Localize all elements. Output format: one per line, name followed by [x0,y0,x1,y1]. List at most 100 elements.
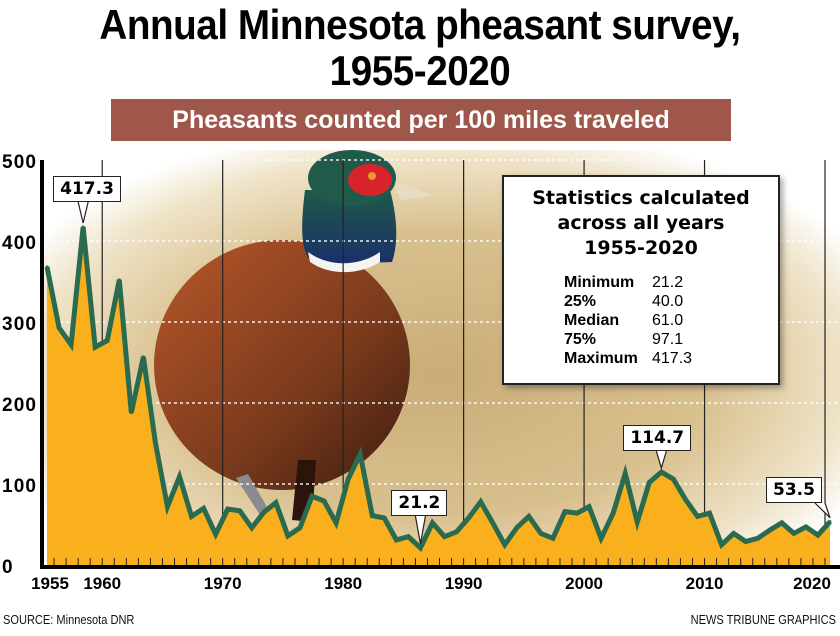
data-point-1962 [129,411,133,415]
data-point-1984 [394,538,398,542]
data-points [45,225,832,550]
y-tick-label: 200 [2,395,36,416]
data-point-1956 [57,326,61,330]
y-tick-labels: 0 100 200 300 400 500 [2,152,36,578]
data-point-1966 [178,475,182,479]
data-point-1965 [165,505,169,509]
callout-pointer [414,515,427,544]
data-point-2005 [647,480,651,484]
data-point-1999 [575,511,579,515]
callout-2020: 53.5 [766,477,822,503]
data-point-1998 [563,510,567,514]
data-point-1991 [479,500,483,504]
x-tick-label: 1955 [31,574,69,593]
stats-label: Minimum [564,274,635,291]
pheasant-wattle [348,164,392,196]
data-point-1977 [310,494,314,498]
data-point-2001 [599,536,603,540]
data-point-1982 [370,514,374,518]
data-point-1972 [250,526,254,530]
statistics-title: Statistics calculated across all years 1… [504,186,778,261]
data-point-1997 [551,536,555,540]
stats-value: 40.0 [652,293,684,310]
data-point-1983 [382,516,386,520]
data-point-2002 [611,511,615,515]
data-point-1985 [406,535,410,539]
y-tick-label: 0 [2,557,13,578]
callout-pointer [814,502,831,519]
stats-value: 97.1 [652,331,684,348]
data-point-1975 [286,534,290,538]
source-note: SOURCE: Minnesota DNR [3,612,135,627]
data-point-1995 [527,514,531,518]
minor-year-ticks [41,558,826,566]
statistics-title-line-1: Statistics calculated [532,187,750,209]
data-point-2007 [671,477,675,481]
data-point-2020 [828,520,832,524]
subtitle-banner: Pheasants counted per 100 miles traveled [111,99,731,141]
pheasant-body [154,240,410,490]
stats-row-median: Median 61.0 [564,311,778,330]
data-point-1993 [503,543,507,547]
callout-min-1986: 21.2 [391,490,448,516]
pheasant-collar [308,252,380,273]
statistics-title-line-2: across all years [557,212,725,234]
data-point-2018 [804,525,808,529]
data-point-1961 [117,278,121,282]
data-point-1981 [358,452,362,456]
x-tick-label: 1960 [83,574,121,593]
stats-label: 25% [564,293,597,310]
data-point-1990 [467,516,471,520]
data-point-2004 [635,520,639,524]
graphics-credit: NEWS TRIBUNE GRAPHICS [690,612,836,627]
data-point-1980 [346,477,350,481]
data-point-1994 [515,526,519,530]
data-point-1963 [141,355,145,359]
data-point-2019 [816,533,820,537]
callout-pointers [77,201,831,544]
pheasant-neck [302,190,397,265]
data-point-1959 [93,345,97,349]
data-point-2003 [623,471,627,475]
statistics-box: Statistics calculated across all years 1… [502,175,780,385]
stats-row-maximum: Maximum 417.3 [564,349,778,368]
data-point-1976 [298,526,302,530]
stats-row-minimum: Minimum 21.2 [564,273,778,292]
data-point-1970 [226,507,230,511]
pheasant-beak [395,182,435,200]
y-tick-label: 300 [2,314,36,335]
y-tick-label: 100 [2,476,36,497]
data-point-1996 [539,531,543,535]
stats-row-75-percent: 75% 97.1 [564,330,778,349]
stats-row-25-percent: 25% 40.0 [564,292,778,311]
data-point-1957 [69,343,73,347]
data-point-2006 [659,470,663,474]
callout-2006: 114.7 [623,425,692,451]
pheasant-eye [368,172,376,180]
callout-max-1958: 417.3 [53,176,121,202]
title-line-2: 1955-2020 [329,47,511,94]
statistics-table: Minimum 21.2 25% 40.0 Median 61.0 75% 97… [564,273,778,368]
data-point-1969 [214,532,218,536]
pheasant-leg [236,474,270,518]
data-point-1992 [491,521,495,525]
title-line-1: Annual Minnesota pheasant survey, [99,1,741,48]
data-line [44,226,832,552]
data-point-1974 [274,501,278,505]
x-tick-label: 1980 [324,574,362,593]
data-point-1968 [202,506,206,510]
x-tick-label: 2000 [565,574,603,593]
data-point-2011 [720,543,724,547]
x-tick-labels: 1955 1960 1970 1980 1990 2000 2010 2020 [31,574,831,593]
stats-label: Maximum [564,350,638,367]
data-point-1988 [443,535,447,539]
data-point-1971 [238,509,242,513]
data-point-1989 [455,530,459,534]
y-tick-label: 500 [2,152,36,173]
stats-value: 61.0 [652,312,684,329]
x-tick-label: 1970 [204,574,242,593]
data-point-1967 [190,514,194,518]
data-point-2015 [768,528,772,532]
data-point-1958 [81,225,85,229]
x-tick-label: 2020 [793,574,831,593]
